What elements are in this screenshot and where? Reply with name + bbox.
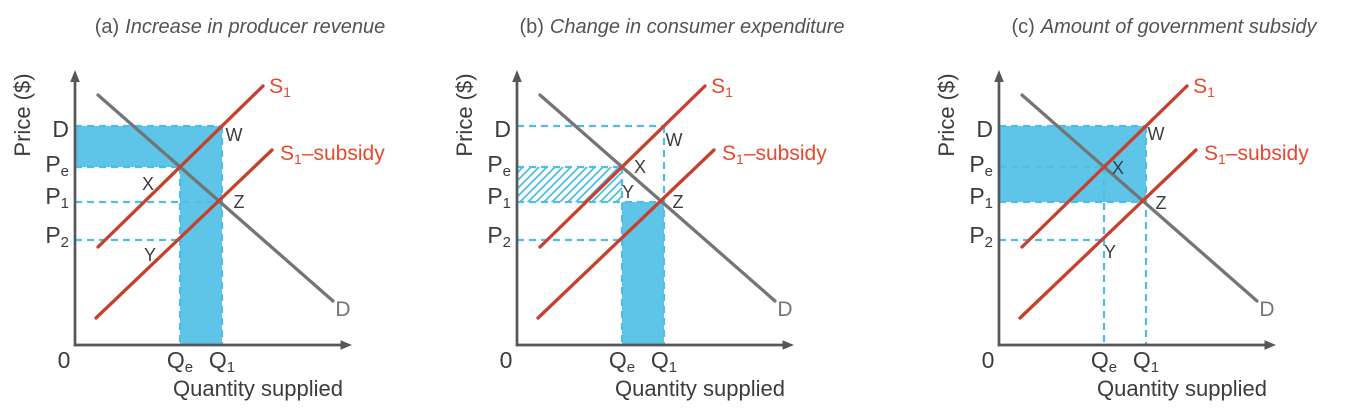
- quantity-tick-qe: Qe: [609, 347, 635, 376]
- y-axis-title: Price ($): [934, 73, 959, 156]
- point-label-z: Z: [673, 192, 684, 212]
- s1-supply-curve: [538, 84, 707, 249]
- s1-subsidy-supply-curve: [536, 148, 716, 320]
- x-axis-arrowhead: [340, 340, 352, 350]
- panel-title: (c) Amount of government subsidy: [1011, 16, 1317, 38]
- quantity-tick-q1: Q1: [651, 347, 677, 376]
- s1-curve-label: S1: [1193, 75, 1215, 100]
- price-tick-pe: Pe: [487, 151, 511, 180]
- price-tick-pe: Pe: [969, 151, 993, 180]
- demand-curve: [538, 93, 777, 303]
- point-label-w: W: [1148, 124, 1165, 144]
- quantity-tick-q1: Q1: [209, 347, 235, 376]
- s1-subsidy-curve-label: S1–subsidy: [722, 142, 827, 167]
- price-tick-p1: P1: [45, 183, 69, 212]
- y-axis-arrowhead: [70, 70, 80, 82]
- price-tick-p2: P2: [45, 222, 69, 251]
- s1-curve-label: S1: [269, 75, 291, 100]
- price-tick-d: D: [52, 116, 69, 142]
- panel-title: (b) Change in consumer expenditure: [519, 16, 844, 38]
- x-axis-arrowhead: [782, 340, 794, 350]
- price-tick-p1: P1: [487, 183, 511, 212]
- point-label-y: Y: [1104, 242, 1116, 262]
- shaded-region-1: [75, 126, 222, 167]
- demand-curve: [96, 93, 335, 303]
- s1-subsidy-curve-label: S1–subsidy: [1204, 142, 1309, 167]
- demand-curve-label: D: [777, 298, 792, 321]
- point-label-x: X: [142, 174, 154, 194]
- origin-label: 0: [982, 347, 995, 373]
- price-tick-p2: P2: [487, 222, 511, 251]
- panel-a-diagram: D Pe P1 P2 Qe Q1 0 W X Y Z S1 S1–subsidy D Quantity su…: [10, 16, 386, 401]
- panel-b-diagram: D Pe P1 P2 Qe Q1 0 WXY Z S1 S1–subsidy D Quantity su…: [452, 16, 845, 401]
- price-tick-p1: P1: [969, 183, 993, 212]
- x-axis-title: Quantity supplied: [173, 376, 343, 401]
- s1-supply-curve: [1020, 84, 1189, 249]
- price-tick-p2: P2: [969, 222, 993, 251]
- quantity-tick-qe: Qe: [167, 347, 193, 376]
- price-tick-d: D: [494, 116, 511, 142]
- s1-subsidy-supply-curve: [94, 148, 274, 320]
- demand-curve: [1020, 93, 1259, 303]
- quantity-tick-q1: Q1: [1133, 347, 1159, 376]
- x-axis-title: Quantity supplied: [615, 376, 785, 401]
- point-label-w: W: [226, 125, 243, 145]
- y-axis-arrowhead: [994, 70, 1004, 82]
- x-axis-title: Quantity supplied: [1097, 376, 1267, 401]
- point-label-x: X: [634, 157, 646, 177]
- y-axis-arrowhead: [512, 70, 522, 82]
- point-label-z: Z: [234, 192, 245, 212]
- quantity-tick-qe: Qe: [1091, 347, 1117, 376]
- price-tick-d: D: [976, 116, 993, 142]
- y-axis-title: Price ($): [10, 73, 35, 156]
- panel-title: (a) Increase in producer revenue: [95, 16, 386, 38]
- x-axis-arrowhead: [1264, 340, 1276, 350]
- origin-label: 0: [500, 347, 513, 373]
- shaded-region-2: [180, 167, 222, 345]
- s1-supply-curve: [96, 84, 265, 249]
- panel-b: D Pe P1 P2 Qe Q1 0 W X Y Z S1 S1–subsidy D Quantity su…: [442, 0, 882, 416]
- point-label-w: W: [666, 130, 683, 150]
- panel-c-diagram: D Pe P1 P2 Qe Q1 0 W X Y Z S1 S1–subsidy D Quantity su…: [934, 16, 1318, 401]
- price-tick-pe: Pe: [45, 151, 69, 180]
- demand-curve-label: D: [1259, 298, 1274, 321]
- point-label-y: Y: [622, 182, 634, 202]
- s1-subsidy-supply-curve: [1018, 148, 1198, 320]
- s1-subsidy-curve-label: S1–subsidy: [280, 142, 385, 167]
- panel-a: D Pe P1 P2 Qe Q1 0 W X Y Z S1 S1–subsidy D Quantity su…: [0, 0, 440, 416]
- demand-curve-label: D: [335, 298, 350, 321]
- point-label-x: X: [1112, 158, 1124, 178]
- shaded-region-2: [622, 202, 664, 345]
- s1-curve-label: S1: [711, 75, 733, 100]
- y-axis-title: Price ($): [452, 73, 477, 156]
- point-label-z: Z: [1156, 193, 1167, 213]
- panel-c: D Pe P1 P2 Qe Q1 0 W X Y Z S1 S1–subsidy D Quantity su…: [924, 0, 1364, 416]
- point-label-y: Y: [144, 245, 156, 265]
- origin-label: 0: [58, 347, 71, 373]
